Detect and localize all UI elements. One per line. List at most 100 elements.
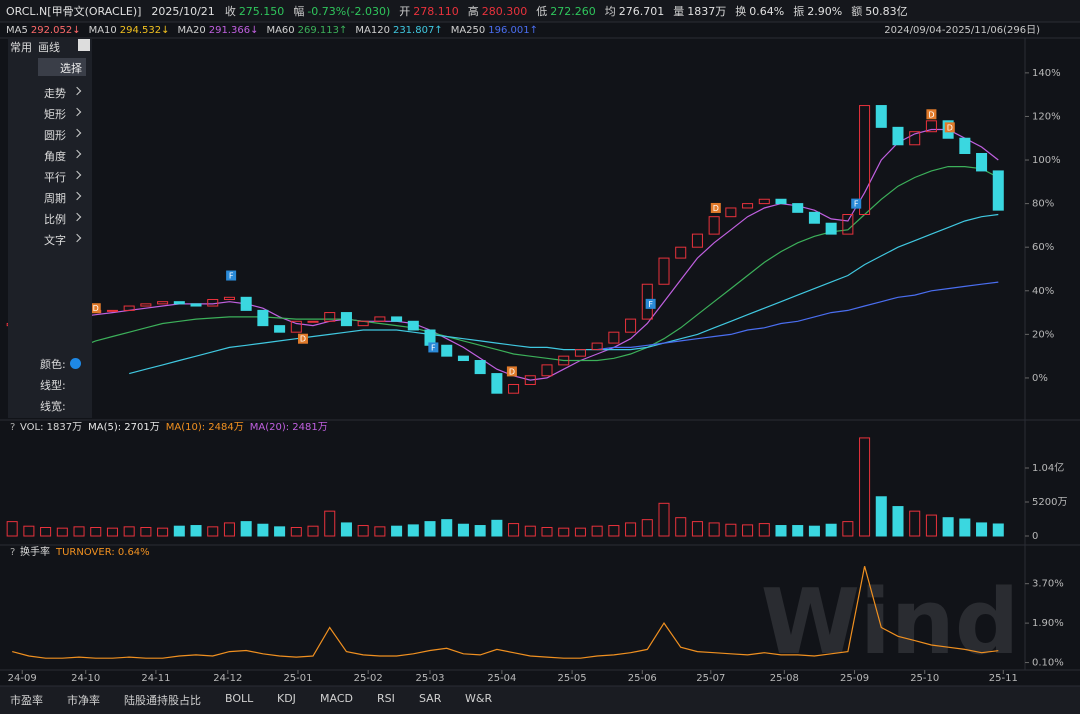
header-text: 50.83亿: [865, 5, 908, 18]
bottom-bar: [0, 686, 1080, 714]
signal-label: D: [928, 110, 934, 119]
setting[interactable]: 颜色:: [40, 358, 66, 371]
volume-bar: [608, 525, 620, 537]
tab[interactable]: KDJ: [277, 692, 296, 705]
signal-marker: [851, 198, 862, 209]
ma-legend: 269.113↑: [298, 25, 348, 36]
volume-bar: [842, 521, 854, 537]
header-text: 276.701: [619, 5, 665, 18]
signal-marker: [226, 270, 237, 281]
tool[interactable]: 比例: [44, 213, 66, 226]
header-text: 开: [399, 5, 410, 18]
volume-bar: [457, 523, 469, 537]
pane-legend: MA(5): 2701万: [88, 422, 160, 433]
volume-bar: [157, 527, 169, 537]
volume-bar: [742, 524, 754, 537]
tool[interactable]: 矩形: [44, 108, 66, 121]
candle: [708, 216, 720, 235]
candle: [407, 320, 419, 331]
header-text: 收: [225, 4, 236, 18]
tab[interactable]: SAR: [419, 692, 442, 705]
tool[interactable]: 文字: [44, 234, 66, 247]
tab[interactable]: W&R: [465, 692, 493, 705]
ma-legend: 196.001↑: [488, 25, 538, 36]
pane-legend: MA(20): 2481万: [250, 422, 328, 433]
chevron: [72, 149, 82, 159]
volume-bar: [875, 496, 887, 537]
tab[interactable]: MACD: [320, 692, 353, 705]
y-tick-label: 100%: [1032, 155, 1061, 166]
tool[interactable]: 走势: [44, 87, 66, 100]
pane-legend: VOL: 1837万: [20, 422, 82, 433]
color-dot[interactable]: [70, 358, 81, 369]
candle: [758, 198, 770, 205]
volume-bar: [808, 525, 820, 537]
candle: [391, 316, 403, 322]
volume-bar: [474, 525, 486, 537]
tool[interactable]: 平行: [44, 171, 66, 184]
ma-legend: 292.052↓: [31, 25, 81, 36]
x-tick-label: 25-10: [910, 673, 939, 684]
ma-legend: MA120: [355, 25, 390, 36]
tool[interactable]: 选择: [60, 62, 82, 75]
candle: [959, 137, 971, 154]
chevron: [72, 128, 82, 138]
candle: [742, 203, 754, 209]
candle: [675, 246, 687, 259]
pane-help: ?: [10, 547, 15, 558]
candle: [290, 320, 302, 333]
setting[interactable]: 线宽:: [40, 400, 66, 413]
x-tick-label: 25-05: [558, 673, 587, 684]
header-text: 换: [735, 4, 746, 18]
volume-bar: [859, 437, 871, 537]
header-text: 280.300: [482, 5, 528, 18]
ma-legend: 291.366↓: [209, 25, 259, 36]
ma-legend: MA60: [266, 25, 294, 36]
candle: [106, 309, 118, 312]
volume-bar: [424, 521, 436, 537]
volume-bar: [909, 510, 921, 537]
candle: [157, 301, 169, 305]
ma-line: [129, 213, 999, 375]
candle: [892, 126, 904, 146]
tool[interactable]: 角度: [44, 150, 66, 163]
x-tick-label: 25-06: [628, 673, 657, 684]
ma-legend: 294.532↓: [120, 25, 170, 36]
candle: [307, 320, 319, 323]
tab[interactable]: 市盈率: [10, 694, 43, 707]
header-text: 幅: [293, 5, 304, 18]
candle: [859, 105, 871, 216]
ma-line: [12, 128, 999, 381]
volume-bar: [274, 526, 286, 537]
tool[interactable]: 周期: [44, 192, 66, 205]
tab[interactable]: 陆股通持股占比: [124, 694, 201, 707]
x-tick-label: 25-03: [415, 673, 444, 684]
header-text: 278.110: [413, 5, 459, 18]
close[interactable]: [78, 39, 90, 51]
header-text: 275.150: [239, 5, 285, 18]
volume-bar: [257, 523, 269, 537]
candle: [140, 303, 152, 307]
signal-marker: [297, 333, 308, 344]
tab[interactable]: RSI: [377, 692, 395, 705]
y-tick-label: 0%: [1032, 373, 1048, 384]
candle: [274, 325, 286, 333]
tab[interactable]: 画线: [38, 41, 60, 54]
tab[interactable]: 市净率: [67, 694, 100, 707]
signal-label: D: [947, 123, 953, 132]
tool[interactable]: 圆形: [44, 129, 66, 142]
x-tick-label: 24-12: [213, 673, 242, 684]
candle: [508, 383, 520, 394]
candle: [357, 320, 369, 327]
volume-bar: [992, 523, 1004, 537]
chevron: [72, 86, 82, 96]
toolbar: 常用 画线 选择走势矩形圆形角度平行周期比例文字颜色: 线型: 线宽:: [8, 38, 92, 418]
volume-bar: [173, 525, 185, 537]
tab[interactable]: BOLL: [225, 692, 254, 705]
setting[interactable]: 线型:: [40, 379, 66, 392]
volume-bar: [625, 522, 637, 537]
pane-help: ?: [10, 422, 15, 433]
tab[interactable]: 常用: [10, 41, 32, 54]
candle: [925, 120, 937, 133]
volume-bar: [357, 525, 369, 537]
